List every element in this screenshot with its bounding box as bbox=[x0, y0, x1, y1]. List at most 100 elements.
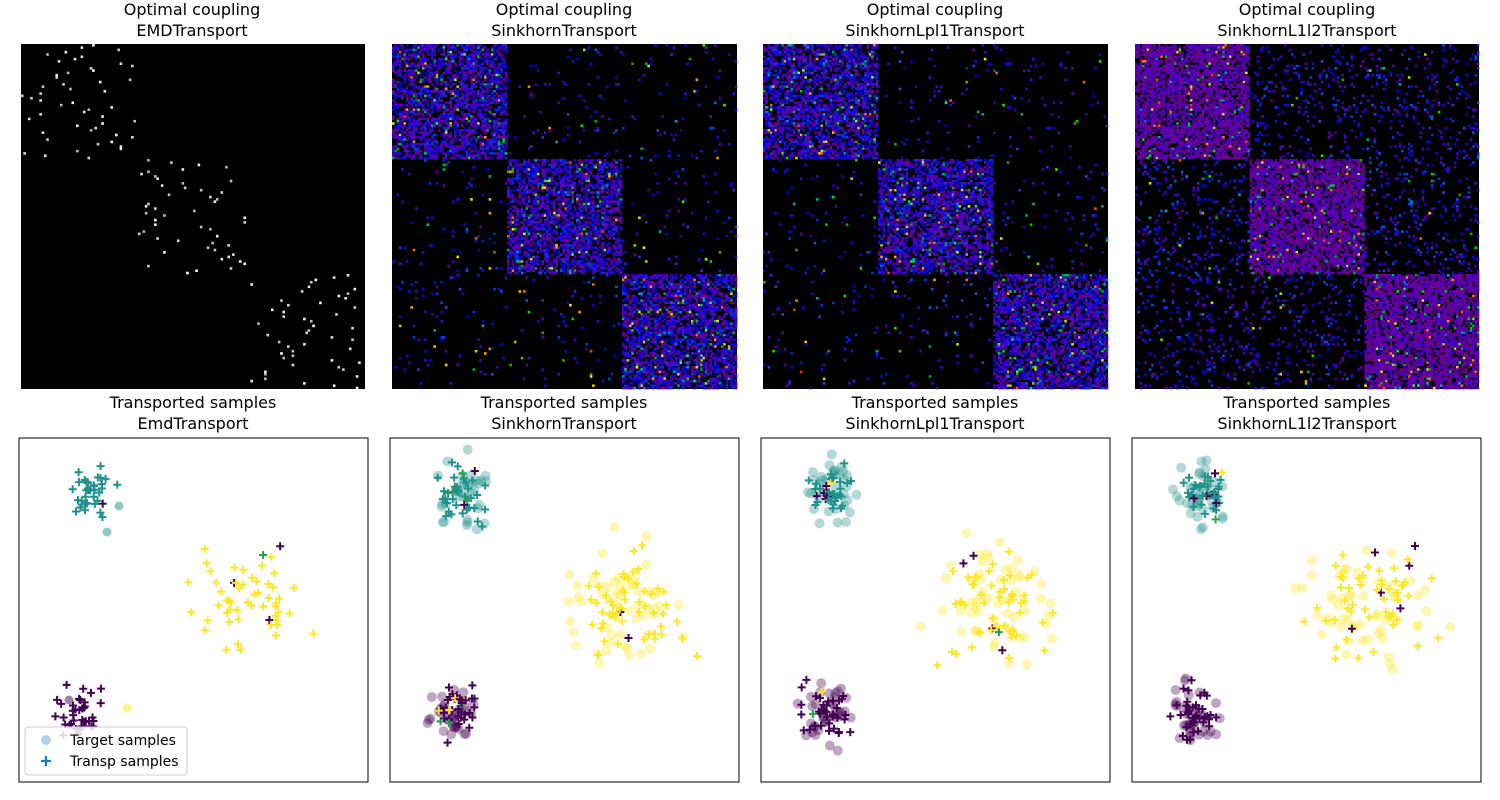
coupling-cell bbox=[546, 198, 549, 201]
coupling-cell bbox=[502, 138, 505, 141]
coupling-cell bbox=[608, 218, 611, 222]
coupling-cell bbox=[619, 198, 623, 201]
coupling-cell bbox=[679, 301, 683, 305]
coupling-cell bbox=[419, 80, 423, 84]
coupling-cell bbox=[421, 115, 425, 118]
coupling-cell bbox=[532, 221, 535, 224]
coupling-cell bbox=[697, 276, 701, 279]
coupling-cell bbox=[697, 308, 701, 312]
coupling-cell bbox=[679, 361, 683, 364]
coupling-cell bbox=[709, 317, 712, 321]
coupling-cell bbox=[587, 175, 591, 178]
coupling-cell bbox=[734, 225, 738, 229]
coupling-cell bbox=[704, 352, 708, 355]
coupling-cell bbox=[472, 99, 476, 102]
coupling-cell bbox=[610, 193, 614, 197]
coupling-cell bbox=[656, 313, 660, 316]
coupling-cell bbox=[543, 267, 547, 270]
coupling-cell bbox=[674, 359, 678, 362]
coupling-cell bbox=[702, 297, 706, 300]
coupling-cell bbox=[426, 92, 430, 95]
coupling-cell bbox=[472, 83, 476, 86]
coupling-cell bbox=[516, 264, 519, 268]
coupling-cell bbox=[661, 274, 664, 277]
coupling-cell bbox=[656, 308, 660, 312]
coupling-cell bbox=[433, 90, 436, 93]
coupling-cell bbox=[532, 170, 535, 174]
coupling-cell bbox=[714, 322, 717, 325]
coupling-cell bbox=[433, 44, 436, 47]
coupling-cell bbox=[408, 53, 411, 56]
coupling-cell bbox=[398, 119, 402, 123]
coupling-cell bbox=[548, 191, 551, 194]
coupling-cell bbox=[700, 347, 703, 351]
coupling-cell bbox=[463, 85, 466, 88]
coupling-cell bbox=[608, 230, 611, 233]
coupling-cell bbox=[679, 129, 683, 132]
coupling-cell bbox=[461, 117, 464, 121]
coupling-cell bbox=[523, 264, 526, 268]
coupling-cell bbox=[626, 352, 630, 355]
coupling-cell bbox=[398, 324, 402, 328]
coupling-cell bbox=[645, 301, 648, 305]
coupling-cell bbox=[642, 283, 646, 286]
coupling-cell bbox=[497, 78, 501, 82]
coupling-cell bbox=[403, 57, 407, 61]
coupling-cell bbox=[638, 336, 641, 339]
coupling-cell bbox=[474, 67, 478, 70]
coupling-cell bbox=[493, 241, 496, 245]
coupling-cell bbox=[707, 301, 710, 305]
coupling-cell bbox=[525, 246, 528, 249]
coupling-cell bbox=[396, 80, 400, 84]
coupling-cell bbox=[578, 260, 581, 263]
coupling-cell bbox=[488, 267, 492, 270]
coupling-cell bbox=[700, 322, 703, 325]
coupling-cell bbox=[658, 285, 662, 289]
coupling-cell bbox=[458, 133, 462, 137]
coupling-cell bbox=[458, 83, 462, 86]
coupling-cell bbox=[725, 366, 729, 369]
coupling-cell bbox=[398, 110, 402, 114]
coupling-cell bbox=[709, 313, 712, 316]
coupling-cell bbox=[624, 278, 627, 282]
coupling-cell bbox=[442, 113, 446, 116]
coupling-cell bbox=[431, 48, 434, 52]
coupling-cell bbox=[594, 230, 597, 233]
coupling-cell bbox=[626, 297, 630, 300]
coupling-cell bbox=[727, 354, 731, 358]
coupling-cell bbox=[502, 131, 505, 134]
coupling-cell bbox=[559, 225, 563, 229]
coupling-cell bbox=[493, 90, 496, 93]
coupling-cell bbox=[550, 188, 554, 192]
coupling-cell bbox=[470, 62, 473, 65]
coupling-cell bbox=[511, 269, 515, 272]
coupling-cell bbox=[605, 248, 609, 252]
coupling-cell bbox=[504, 92, 508, 95]
coupling-cell bbox=[463, 142, 466, 146]
coupling-cell bbox=[658, 230, 662, 233]
coupling-cell bbox=[617, 241, 620, 245]
coupling-cell bbox=[536, 216, 540, 220]
coupling-cell bbox=[405, 90, 409, 93]
coupling-cell bbox=[557, 251, 561, 254]
coupling-cell bbox=[435, 87, 439, 91]
coupling-cell bbox=[647, 363, 650, 367]
coupling-cell bbox=[619, 218, 623, 222]
coupling-cell bbox=[541, 237, 545, 240]
coupling-cell bbox=[431, 313, 434, 316]
coupling-cell bbox=[500, 110, 503, 114]
coupling-cell bbox=[170, 161, 173, 164]
coupling-cell bbox=[426, 73, 430, 77]
coupling-cell bbox=[663, 352, 666, 355]
coupling-cell bbox=[622, 239, 625, 243]
coupling-cell bbox=[449, 145, 453, 148]
coupling-cell bbox=[527, 255, 531, 259]
coupling-cell bbox=[474, 122, 478, 125]
coupling-cell bbox=[504, 136, 508, 139]
coupling-cell bbox=[495, 366, 499, 369]
coupling-cell bbox=[523, 267, 526, 270]
coupling-cell bbox=[734, 354, 738, 358]
coupling-cell bbox=[601, 255, 604, 259]
coupling-cell bbox=[617, 186, 620, 190]
coupling-cell bbox=[672, 320, 676, 323]
